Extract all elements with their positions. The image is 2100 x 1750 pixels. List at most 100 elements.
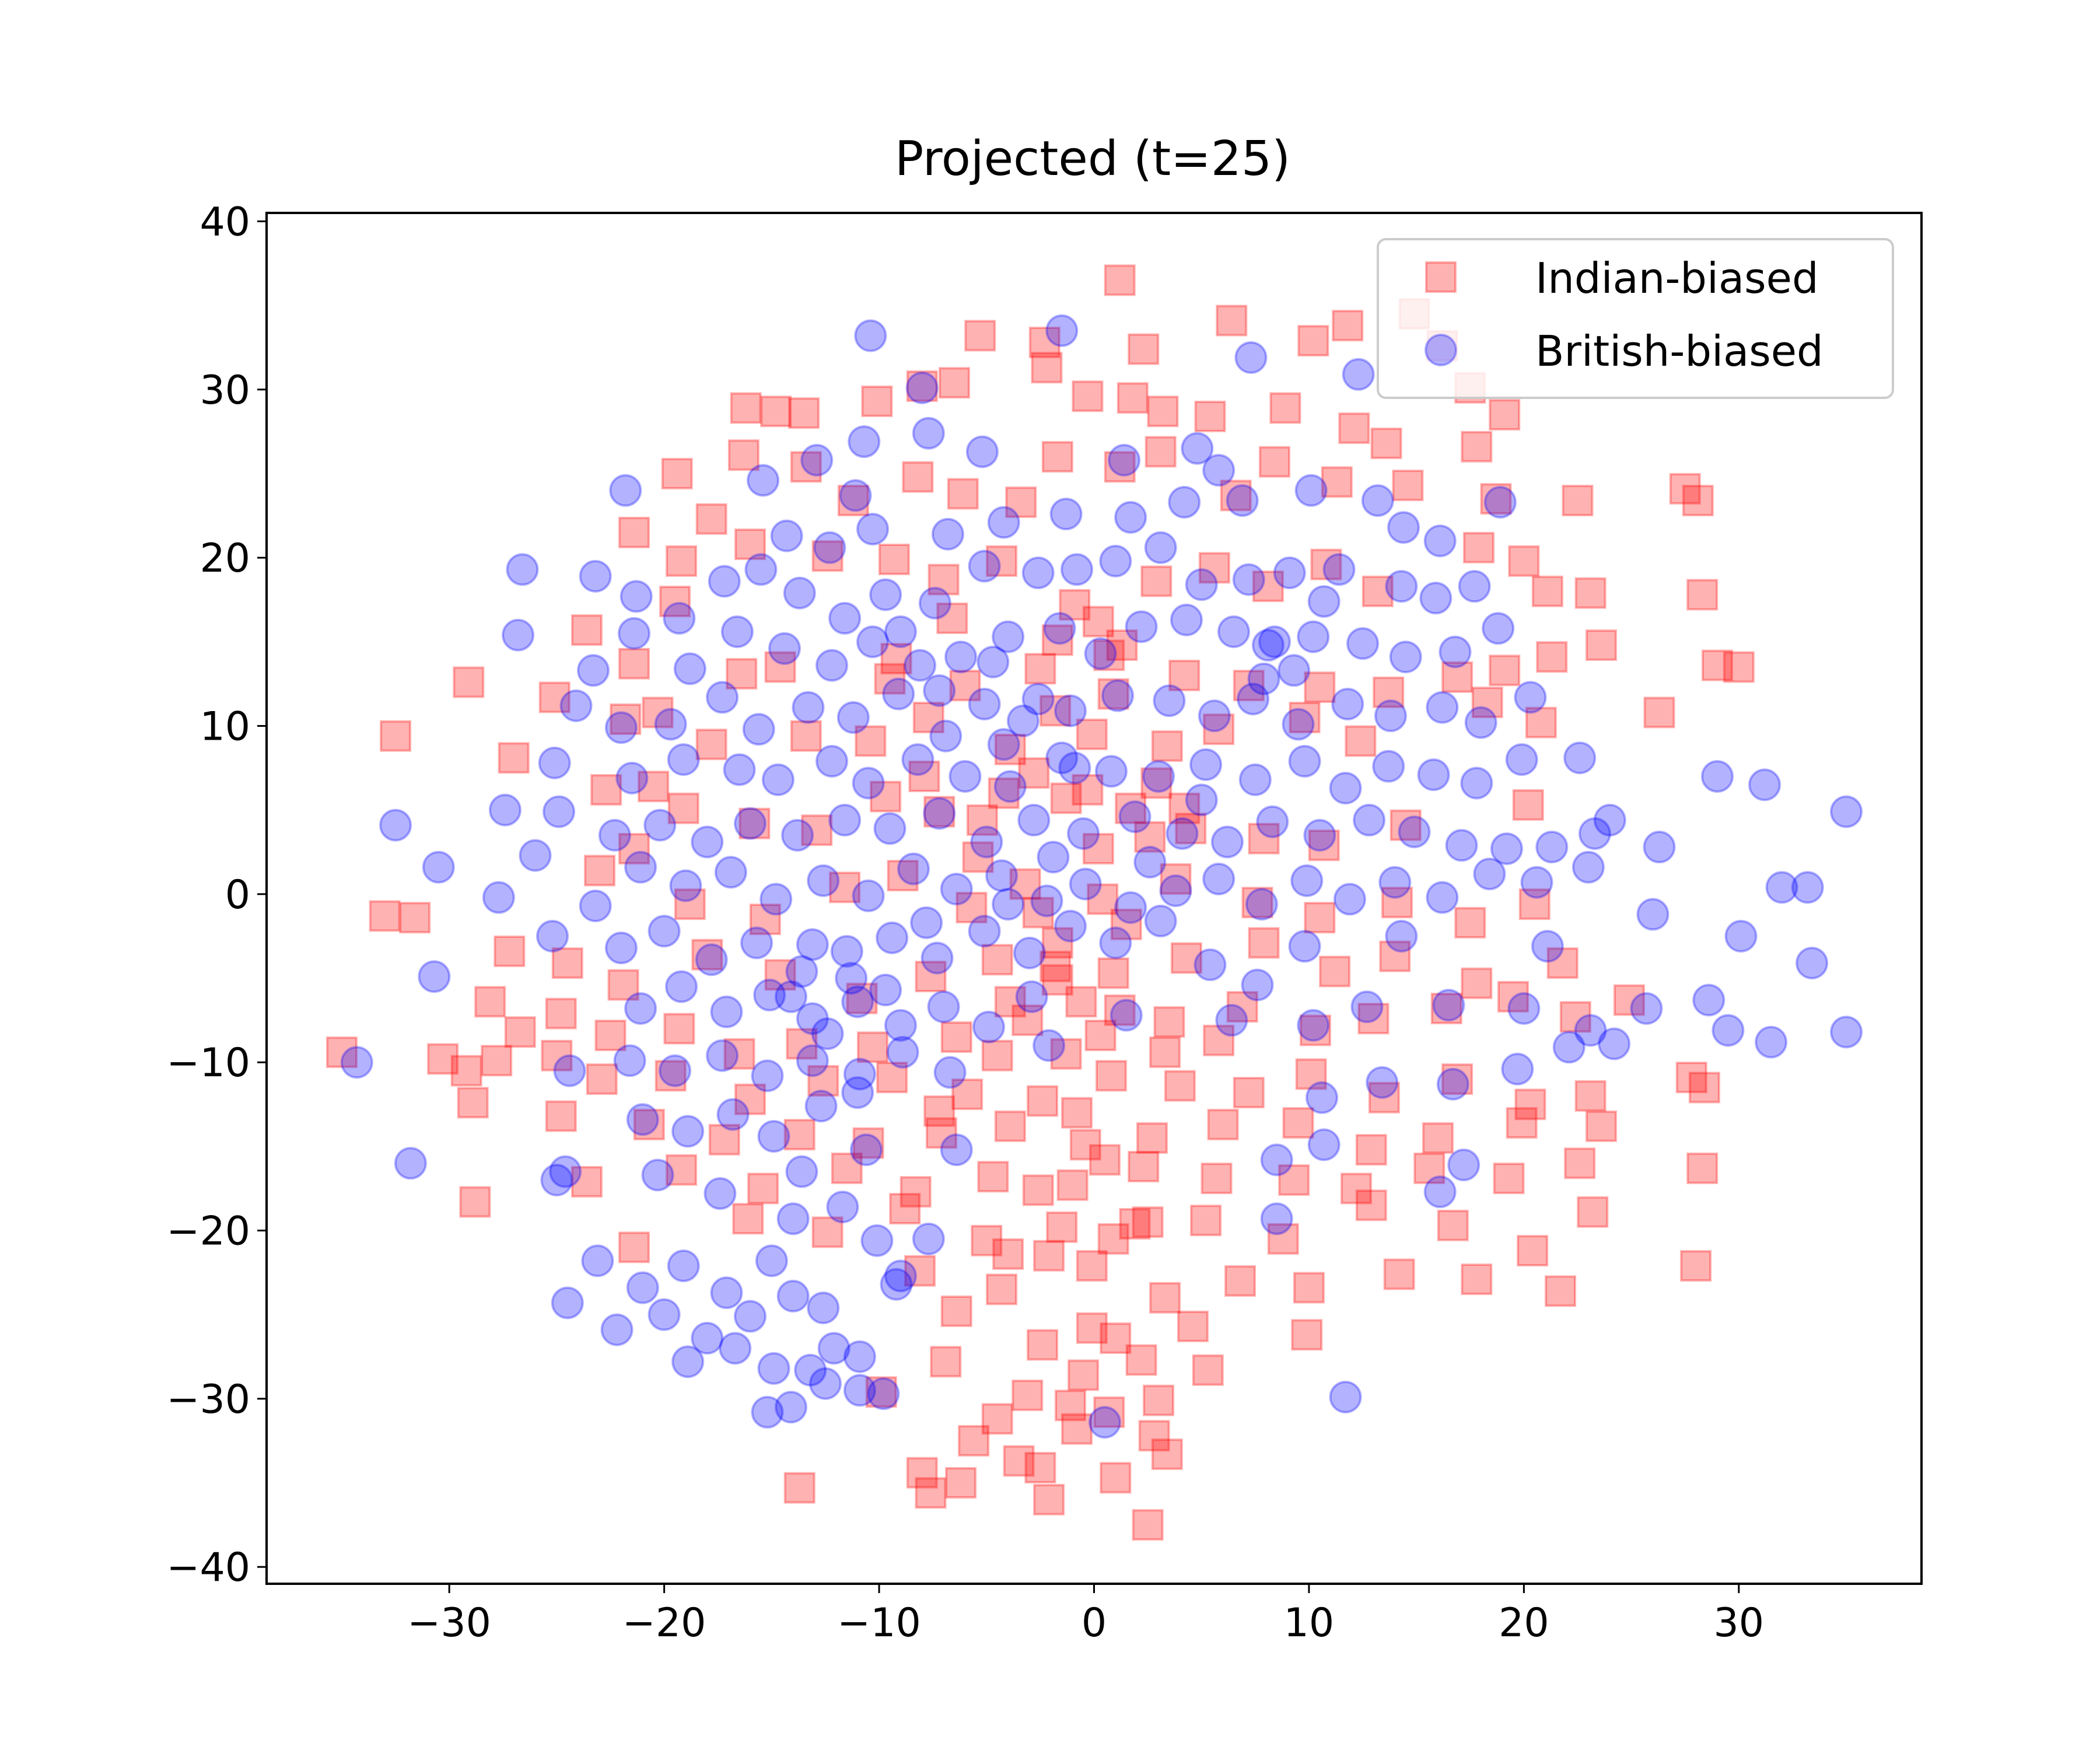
british-biased-point bbox=[1447, 1149, 1480, 1182]
british-biased-point bbox=[1256, 805, 1289, 838]
indian-biased-point bbox=[1106, 629, 1138, 662]
indian-biased-point bbox=[783, 1119, 816, 1151]
indian-biased-point bbox=[981, 1040, 1013, 1072]
indian-biased-point bbox=[1097, 957, 1129, 989]
indian-biased-point bbox=[837, 485, 869, 517]
british-biased-point bbox=[1159, 874, 1192, 908]
indian-biased-point bbox=[1574, 1080, 1606, 1112]
indian-biased-point bbox=[1041, 624, 1073, 656]
british-biased-point bbox=[796, 928, 829, 961]
indian-biased-point bbox=[498, 742, 530, 774]
british-biased-point bbox=[667, 1250, 700, 1283]
british-biased-point bbox=[927, 990, 960, 1023]
indian-biased-point bbox=[1093, 1396, 1125, 1428]
indian-biased-point bbox=[638, 771, 670, 803]
y-tick-label: −20 bbox=[166, 1208, 250, 1254]
indian-biased-point bbox=[723, 1038, 755, 1070]
british-biased-point bbox=[1217, 615, 1250, 648]
indian-biased-point bbox=[790, 451, 822, 483]
indian-biased-point bbox=[964, 320, 996, 352]
indian-biased-point bbox=[831, 1152, 863, 1184]
indian-biased-point bbox=[861, 385, 893, 417]
british-biased-point bbox=[710, 1276, 743, 1310]
british-biased-point bbox=[1791, 871, 1824, 904]
british-biased-point bbox=[1133, 846, 1167, 879]
british-biased-point bbox=[1578, 817, 1611, 850]
indian-biased-point bbox=[618, 648, 650, 680]
indian-biased-point bbox=[1216, 304, 1248, 337]
british-biased-point bbox=[654, 708, 687, 741]
british-biased-point bbox=[747, 464, 780, 497]
british-biased-point bbox=[1473, 858, 1506, 891]
british-biased-point bbox=[807, 864, 840, 897]
british-biased-point bbox=[836, 701, 870, 734]
indian-biased-point bbox=[1041, 927, 1073, 959]
british-biased-point bbox=[620, 580, 653, 613]
british-biased-point bbox=[1241, 968, 1274, 1002]
indian-biased-point bbox=[732, 1203, 764, 1235]
british-biased-point bbox=[987, 506, 1020, 539]
indian-biased-point bbox=[1061, 1097, 1093, 1129]
british-biased-point bbox=[757, 1352, 790, 1385]
indian-biased-point bbox=[1355, 1189, 1387, 1222]
british-biased-point bbox=[394, 1147, 427, 1180]
british-biased-point bbox=[1058, 751, 1091, 785]
british-biased-point bbox=[1144, 904, 1177, 937]
indian-biased-point bbox=[1574, 577, 1606, 609]
british-biased-point bbox=[1237, 682, 1270, 716]
british-biased-point bbox=[1114, 891, 1147, 924]
british-biased-point bbox=[1353, 803, 1386, 836]
indian-biased-point bbox=[730, 392, 762, 424]
british-biased-point bbox=[1045, 741, 1079, 775]
indian-biased-point bbox=[1056, 1169, 1088, 1201]
indian-biased-point bbox=[570, 1166, 603, 1198]
british-biased-point bbox=[667, 743, 700, 776]
british-biased-point bbox=[579, 559, 612, 593]
british-biased-point bbox=[538, 746, 571, 779]
british-biased-point bbox=[1260, 1143, 1293, 1177]
british-biased-point bbox=[1460, 766, 1493, 800]
indian-biased-point bbox=[870, 780, 902, 813]
british-biased-point bbox=[884, 615, 917, 648]
british-biased-point bbox=[970, 825, 1003, 859]
indian-biased-point bbox=[1248, 822, 1280, 855]
indian-biased-point bbox=[1033, 1483, 1065, 1516]
indian-biased-point bbox=[1559, 1001, 1591, 1033]
british-biased-point bbox=[1037, 841, 1070, 874]
indian-biased-point bbox=[1226, 991, 1258, 1023]
indian-biased-point bbox=[923, 796, 956, 828]
indian-biased-point bbox=[1128, 333, 1160, 365]
indian-biased-point bbox=[971, 1224, 1003, 1256]
british-biased-point bbox=[488, 793, 522, 827]
indian-biased-point bbox=[940, 1295, 972, 1327]
indian-biased-point bbox=[1368, 1082, 1400, 1114]
indian-biased-point bbox=[1686, 1152, 1718, 1184]
british-biased-point bbox=[852, 879, 885, 912]
british-biased-point bbox=[604, 711, 638, 744]
indian-biased-point bbox=[1321, 466, 1353, 498]
british-biased-point bbox=[1389, 640, 1422, 674]
british-biased-point bbox=[867, 1377, 900, 1410]
indian-biased-point bbox=[1675, 1062, 1707, 1094]
indian-biased-point bbox=[481, 1045, 513, 1077]
british-biased-point bbox=[716, 1098, 750, 1131]
british-biased-point bbox=[1535, 831, 1569, 864]
indian-biased-point bbox=[1506, 1107, 1538, 1139]
british-biased-point bbox=[860, 1224, 894, 1257]
indian-biased-point bbox=[633, 1108, 665, 1140]
indian-biased-point bbox=[1041, 964, 1073, 996]
indian-biased-point bbox=[915, 1477, 947, 1509]
x-tick-label: 0 bbox=[1082, 1600, 1107, 1646]
british-biased-point bbox=[768, 632, 801, 665]
british-biased-point bbox=[1507, 992, 1541, 1025]
british-biased-point bbox=[708, 565, 741, 598]
indian-biased-point bbox=[994, 1110, 1026, 1142]
british-biased-point bbox=[918, 586, 951, 620]
indian-biased-point bbox=[1134, 821, 1166, 853]
british-biased-point bbox=[830, 935, 863, 968]
x-tick-label: −30 bbox=[407, 1600, 491, 1646]
indian-biased-point bbox=[1028, 327, 1060, 359]
british-biased-point bbox=[1458, 570, 1491, 603]
british-biased-point bbox=[536, 919, 569, 953]
